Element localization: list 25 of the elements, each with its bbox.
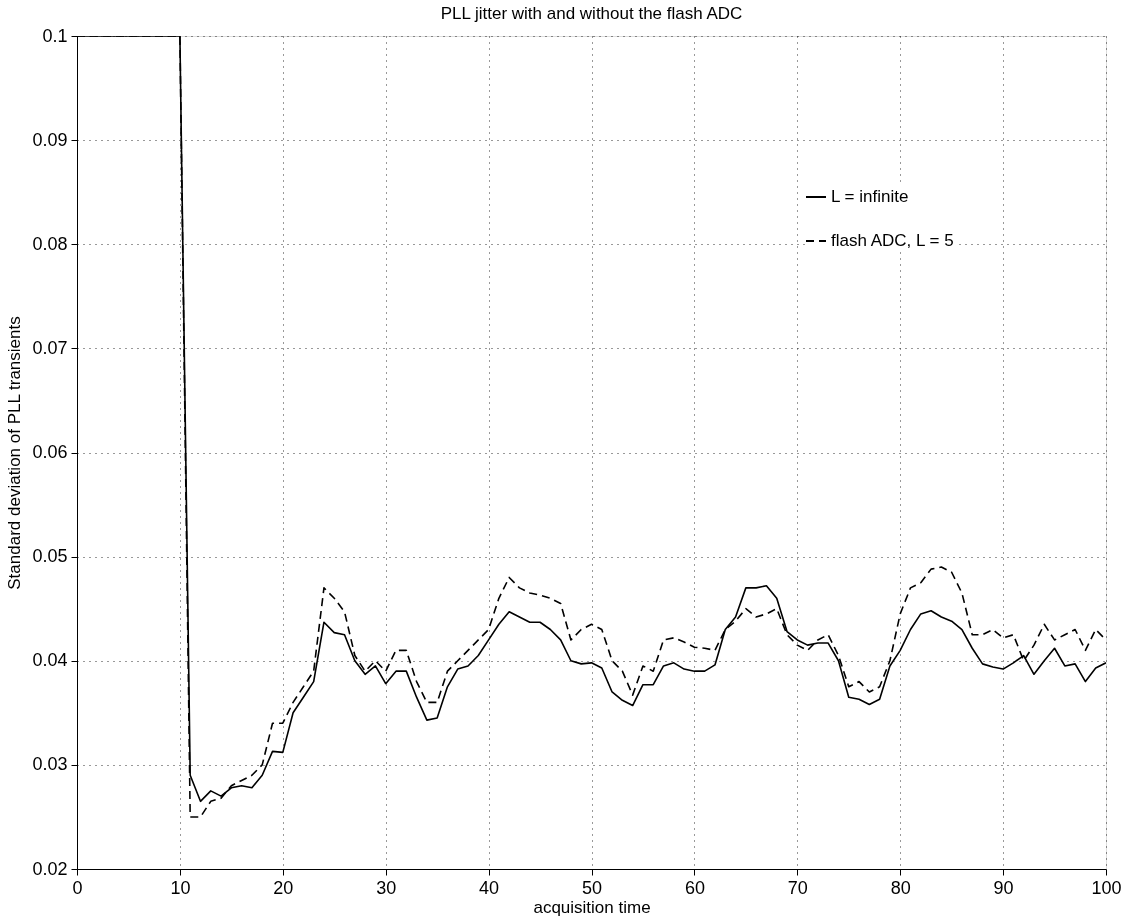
x-tick-label: 20	[273, 877, 294, 898]
legend-label: L = infinite	[831, 187, 909, 206]
y-tick-label: 0.02	[32, 858, 68, 879]
y-tick-label: 0.1	[42, 25, 68, 46]
x-tick-label: 70	[787, 877, 808, 898]
x-axis-title: acquisition time	[533, 897, 651, 917]
chart-title: PLL jitter with and without the flash ADC	[440, 4, 743, 23]
x-tick-label: 60	[684, 877, 705, 898]
x-tick-label: 100	[1091, 877, 1122, 898]
x-tick-label: 30	[376, 877, 397, 898]
y-tick-label: 0.09	[32, 129, 68, 150]
x-tick-label: 10	[170, 877, 191, 898]
legend-label: flash ADC, L = 5	[831, 231, 954, 250]
y-axis-title: Standard deviation of PLL transients	[5, 316, 25, 590]
x-tick-label: 50	[581, 877, 603, 898]
y-tick-label: 0.05	[32, 546, 68, 567]
y-tick-label: 0.08	[32, 233, 68, 254]
y-tick-label: 0.04	[32, 650, 68, 671]
x-tick-label: 0	[72, 877, 83, 898]
x-tick-label: 90	[993, 877, 1014, 898]
y-tick-label: 0.07	[32, 337, 68, 358]
x-tick-label: 80	[890, 877, 911, 898]
y-tick-label: 0.06	[32, 442, 68, 462]
y-tick-label: 0.03	[32, 754, 68, 775]
x-tick-label: 40	[479, 877, 500, 898]
